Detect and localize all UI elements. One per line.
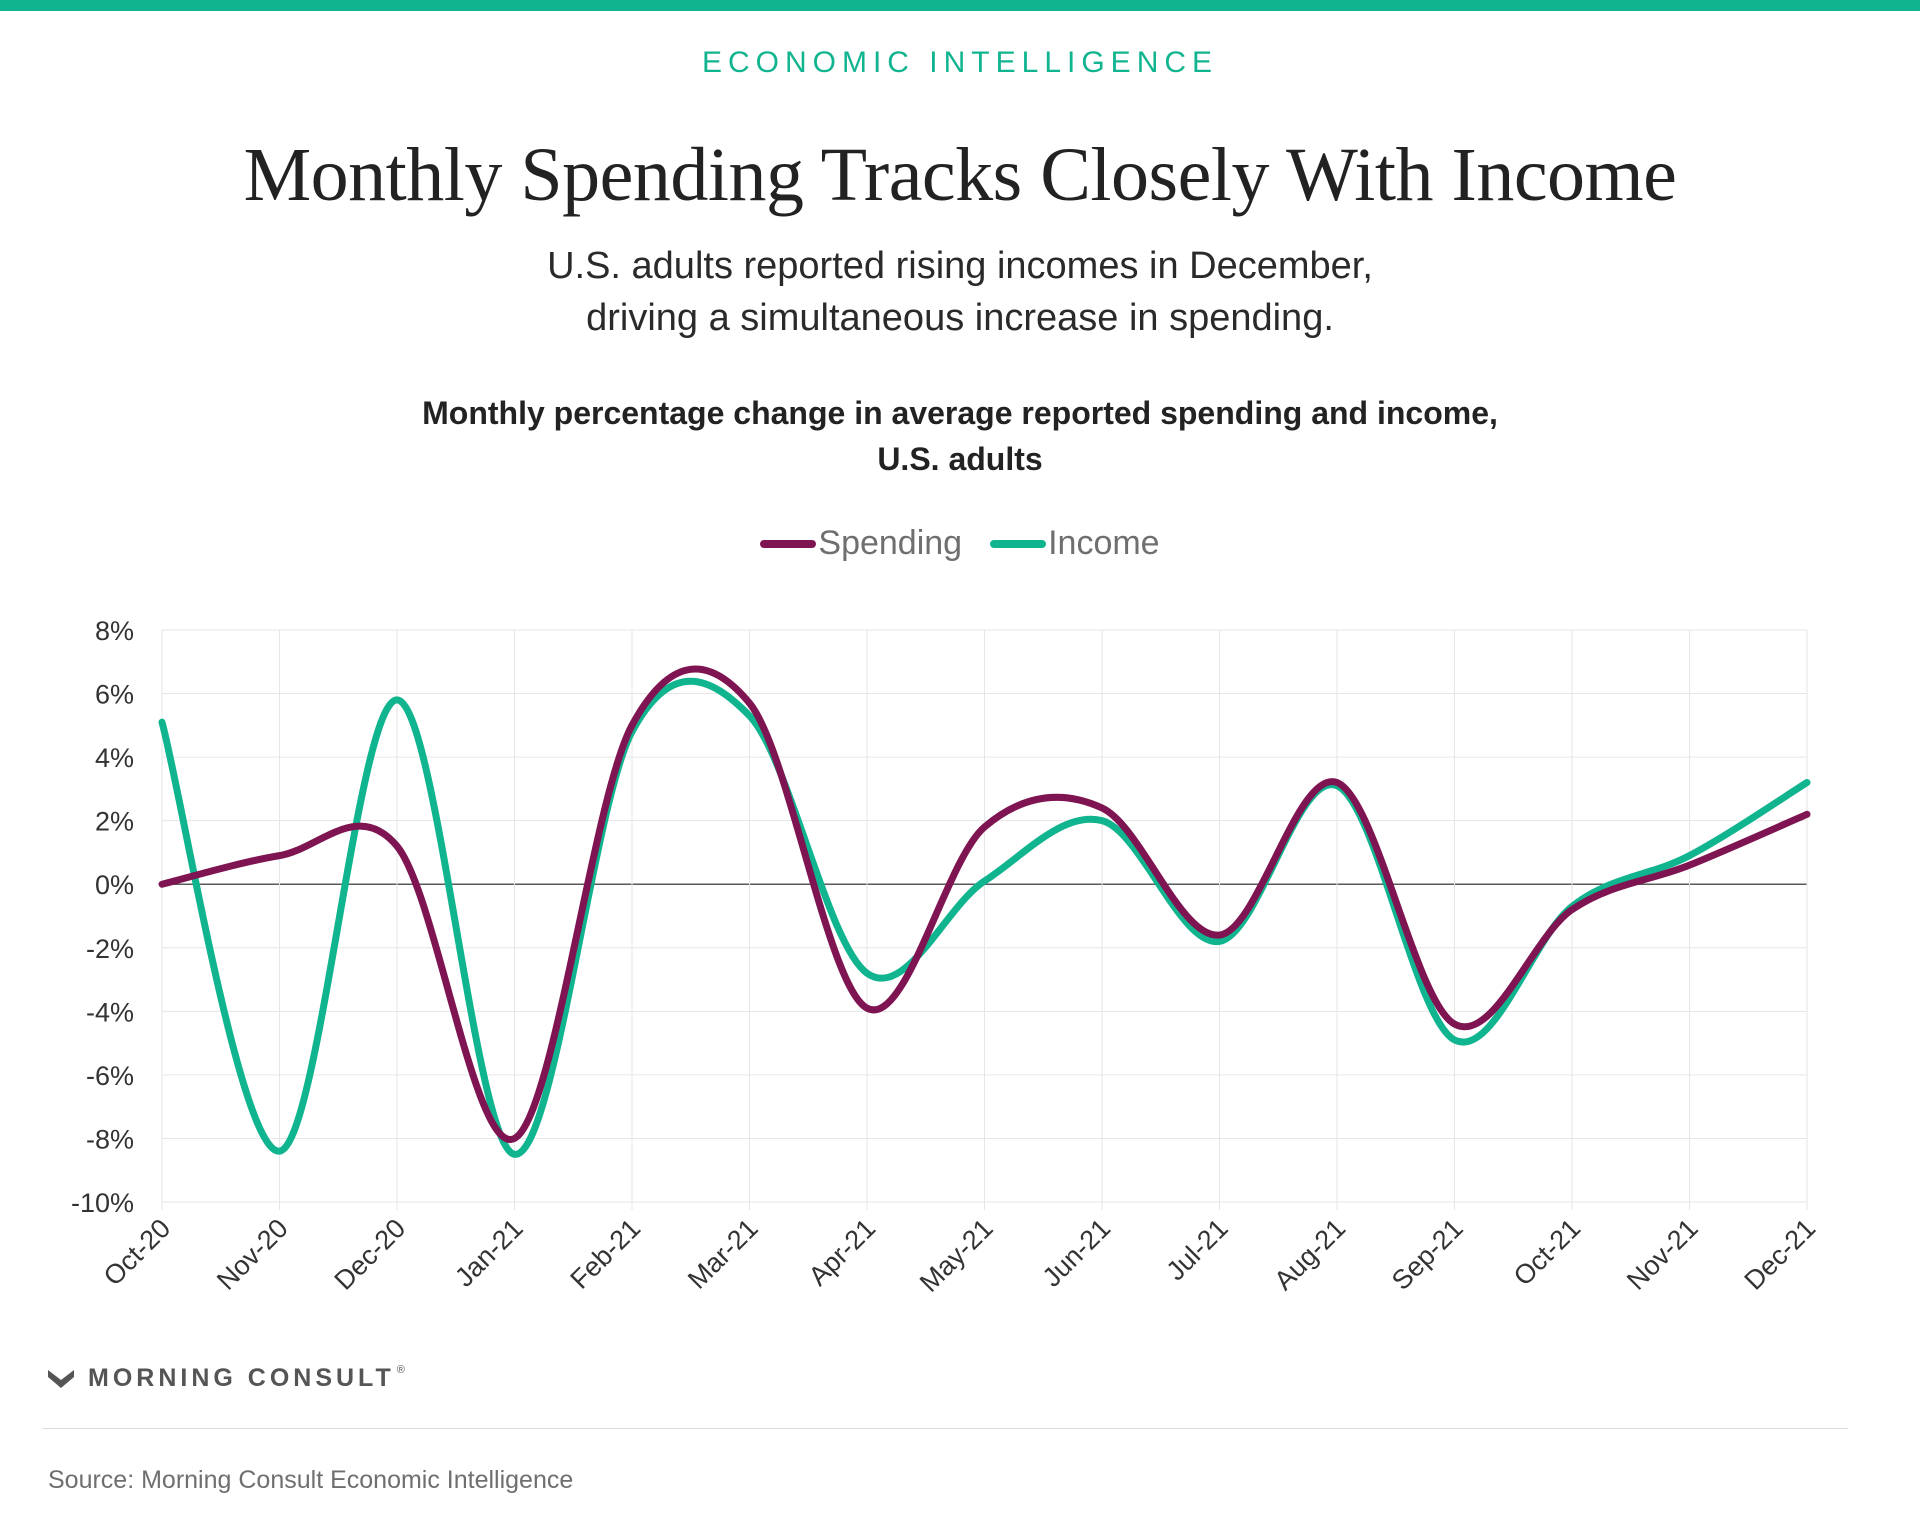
x-tick-label: Dec-20 [328, 1213, 411, 1296]
x-tick-label: Sep-21 [1386, 1213, 1469, 1296]
y-tick-label: 8% [95, 616, 134, 646]
x-tick-label: Nov-20 [211, 1213, 294, 1296]
x-tick-label: Oct-20 [98, 1213, 177, 1292]
x-tick-label: Aug-21 [1268, 1213, 1351, 1296]
legend-label-spending: Spending [818, 524, 963, 562]
x-tick-label: Jan-21 [449, 1213, 529, 1293]
kicker-label: ECONOMIC INTELLIGENCE [701, 46, 1219, 79]
series-line-income [158, 677, 1811, 1158]
x-tick-label: Feb-21 [565, 1213, 647, 1295]
x-tick-label: Jun-21 [1037, 1213, 1117, 1293]
series-line-spending [158, 665, 1811, 1143]
legend-item-income: Income [990, 524, 1160, 563]
y-tick-label: -10% [71, 1188, 134, 1218]
y-tick-label: -8% [86, 1124, 134, 1154]
page-title: Monthly Spending Tracks Closely With Inc… [243, 133, 1677, 217]
morning-consult-chevron-icon [48, 1369, 74, 1388]
subtitle-line-2: driving a simultaneous increase in spend… [586, 297, 1334, 339]
x-tick-label: Jul-21 [1161, 1213, 1234, 1286]
legend-item-spending: Spending [760, 524, 962, 563]
legend-swatch-spending [760, 539, 817, 548]
top-accent-bar [0, 0, 1920, 11]
legend-label-income: Income [1048, 524, 1160, 562]
legend-swatch-income [990, 539, 1047, 548]
y-tick-label: 0% [95, 870, 134, 900]
line-chart: 8% 6% 4% 2% 0% -2% -4% -6% -8% -10%Oct-20 Nov-20 De… [71, 616, 1821, 1298]
x-tick-label: Apr-21 [803, 1213, 882, 1292]
y-tick-label: -6% [86, 1061, 134, 1091]
y-tick-label: 2% [95, 807, 134, 837]
x-tick-label: Oct-21 [1508, 1213, 1587, 1292]
x-tick-label: Nov-21 [1621, 1213, 1704, 1296]
y-tick-label: 6% [95, 680, 134, 710]
chart-legend: Spending Income [0, 524, 1920, 563]
subtitle-line-1: U.S. adults reported rising incomes in D… [547, 245, 1373, 287]
y-tick-label: 4% [95, 743, 134, 773]
x-tick-label: Mar-21 [682, 1213, 764, 1295]
y-tick-label: -2% [86, 934, 134, 964]
chart-title: Monthly percentage change in average rep… [0, 390, 1920, 482]
morning-consult-logo: MORNING CONSULT ® [46, 1364, 405, 1393]
x-tick-label: May-21 [914, 1213, 999, 1298]
logo-text: MORNING CONSULT [88, 1364, 395, 1392]
chart-title-line-1: Monthly percentage change in average rep… [422, 395, 1498, 431]
x-tick-label: Dec-21 [1738, 1213, 1821, 1296]
chart-title-line-2: U.S. adults [877, 441, 1043, 477]
logo-registered-mark: ® [396, 1364, 405, 1376]
footer-divider [42, 1428, 1848, 1429]
subtitle: U.S. adults reported rising incomes in D… [0, 240, 1920, 344]
source-note: Source: Morning Consult Economic Intelli… [48, 1466, 574, 1494]
y-tick-label: -4% [86, 997, 134, 1027]
